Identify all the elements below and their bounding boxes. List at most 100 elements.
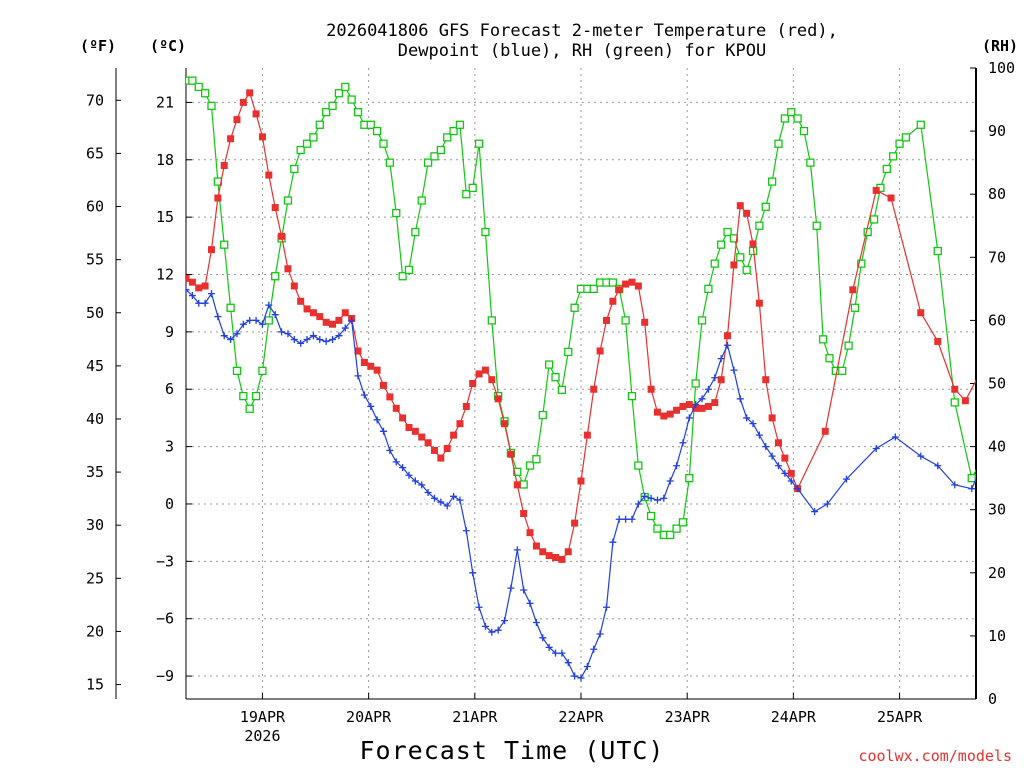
- rh-marker: [525, 461, 535, 470]
- temperature-marker: [596, 347, 604, 355]
- rh-marker: [812, 221, 821, 230]
- temperature-marker: [188, 278, 196, 286]
- temperature-marker: [399, 414, 407, 422]
- temperature-marker: [239, 98, 247, 106]
- temperature-marker: [781, 454, 789, 462]
- rh-marker: [366, 120, 375, 129]
- rh-marker: [194, 82, 203, 92]
- rh-marker: [736, 253, 745, 262]
- temperature-marker: [679, 402, 687, 410]
- temperature-marker: [641, 318, 649, 326]
- rh-marker: [392, 208, 401, 218]
- fahrenheit-tick-label: 30: [86, 516, 104, 534]
- fahrenheit-tick-label: 50: [86, 304, 104, 322]
- dewpoint-marker: [430, 494, 438, 502]
- dewpoint-marker: [615, 515, 623, 523]
- rh-marker: [449, 126, 458, 136]
- rh-marker: [729, 234, 739, 243]
- dewpoint-marker: [252, 316, 260, 324]
- temperature-marker: [724, 332, 732, 340]
- temperature-marker: [437, 454, 445, 462]
- dewpoint-marker: [290, 336, 298, 344]
- dewpoint-marker: [335, 332, 343, 340]
- rh-marker: [334, 89, 344, 98]
- dewpoint-marker: [322, 337, 330, 345]
- dewpoint-marker: [634, 500, 642, 508]
- temperature-marker: [526, 529, 534, 537]
- rh-marker: [678, 518, 688, 527]
- rh-marker: [761, 202, 770, 211]
- rh-marker: [774, 139, 783, 148]
- rh-tick-label: 80: [988, 185, 1006, 203]
- rh-marker: [666, 530, 675, 540]
- dewpoint-marker: [405, 471, 413, 479]
- rh-marker: [455, 120, 465, 129]
- temperature-marker: [545, 552, 553, 560]
- dewpoint-marker: [698, 395, 706, 403]
- rh-marker: [780, 114, 790, 123]
- rh-line: [186, 80, 976, 536]
- dewpoint-marker: [392, 458, 400, 466]
- dewpoint-marker: [360, 391, 368, 399]
- dewpoint-marker: [399, 464, 407, 472]
- dewpoint-marker: [341, 324, 349, 332]
- temperature-marker: [443, 445, 451, 453]
- rh-marker: [309, 133, 318, 142]
- celsius-tick-label: 21: [156, 93, 174, 111]
- temperature-marker: [692, 404, 700, 412]
- temperature-marker: [755, 299, 763, 307]
- dewpoint-marker: [692, 401, 700, 409]
- rh-marker: [799, 126, 809, 136]
- dewpoint-marker: [641, 492, 649, 500]
- rh-marker: [513, 467, 522, 476]
- temperature-marker: [628, 278, 636, 286]
- temperature-marker: [303, 305, 311, 313]
- temperature-marker: [488, 376, 496, 384]
- rh-marker: [767, 177, 777, 186]
- temperature-line: [186, 91, 976, 561]
- rh-tick-label: 0: [988, 690, 997, 708]
- rh-marker: [322, 108, 331, 117]
- dewpoint-marker: [749, 420, 757, 428]
- temperature-marker: [507, 450, 515, 458]
- x-axis-label: Forecast Time (UTC): [360, 736, 665, 765]
- dewpoint-marker: [532, 619, 540, 627]
- rh-marker: [564, 347, 573, 357]
- rh-marker: [532, 455, 541, 464]
- dewpoint-marker: [811, 508, 819, 516]
- celsius-tick-label: 3: [165, 438, 174, 456]
- rh-marker: [436, 145, 445, 155]
- rh-marker: [188, 76, 197, 85]
- rh-marker: [1019, 273, 1024, 280]
- dewpoint-marker: [558, 649, 566, 657]
- fahrenheit-tick-label: 20: [86, 622, 104, 640]
- temperature-marker: [354, 347, 362, 355]
- rh-tick-label: 10: [988, 627, 1006, 645]
- dewpoint-marker: [201, 299, 209, 307]
- temperature-marker: [666, 410, 674, 418]
- dewpoint-marker: [577, 674, 585, 682]
- dewpoint-marker: [316, 336, 324, 344]
- dewpoint-marker: [424, 488, 432, 496]
- rh-tick-label: 20: [988, 564, 1006, 582]
- temperature-marker: [558, 555, 566, 563]
- rh-marker: [933, 246, 942, 256]
- dewpoint-marker: [823, 500, 831, 508]
- dewpoint-series: [186, 286, 976, 682]
- temperature-marker: [186, 274, 190, 282]
- temperature-marker: [475, 370, 483, 378]
- temperature-marker: [698, 404, 706, 412]
- dewpoint-marker: [271, 311, 279, 319]
- temperature-marker: [201, 282, 209, 290]
- rh-marker: [551, 373, 560, 382]
- dewpoint-marker: [303, 336, 311, 344]
- rh-marker: [825, 354, 834, 363]
- temperature-marker: [246, 89, 254, 97]
- temperature-marker: [405, 423, 413, 431]
- rh-marker: [1002, 304, 1009, 311]
- temperature-marker: [647, 385, 655, 393]
- temperature-marker: [290, 282, 298, 290]
- time-tick-label: 23APR: [665, 708, 711, 726]
- rh-marker: [462, 190, 471, 199]
- rh-marker: [443, 133, 452, 142]
